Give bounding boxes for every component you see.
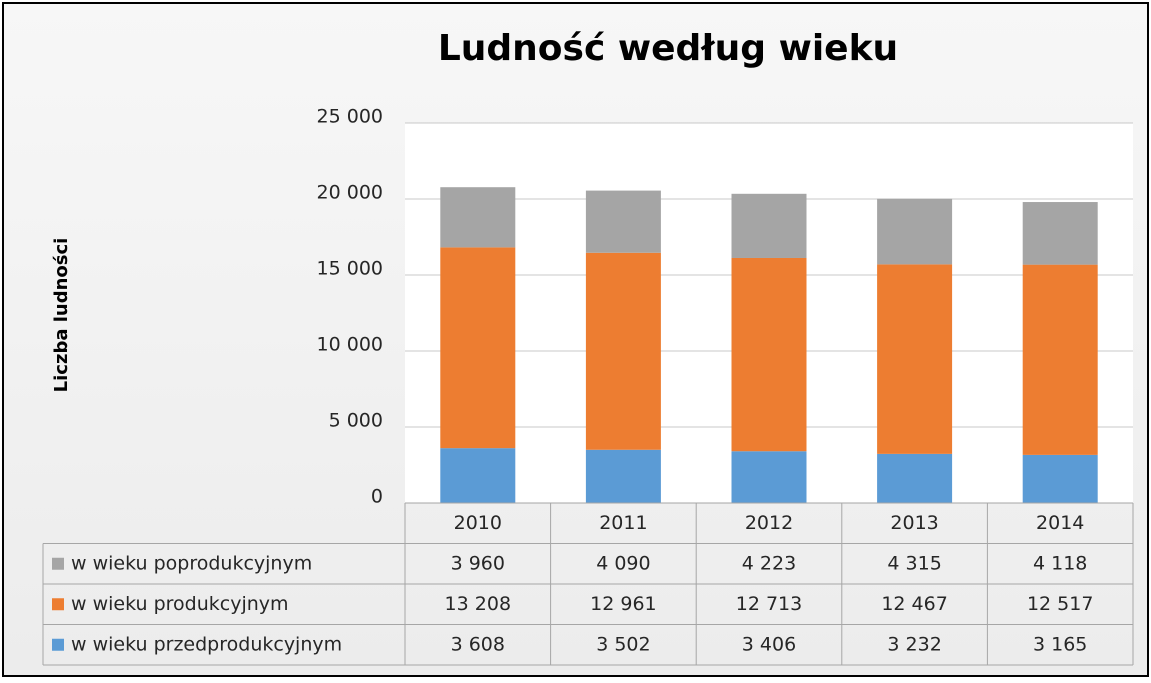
bar-segment <box>731 451 807 503</box>
table-value: 3 502 <box>596 633 650 655</box>
table-value: 3 165 <box>1033 633 1087 655</box>
table-value: 12 517 <box>1027 593 1093 615</box>
y-tick-label: 10 000 <box>317 334 383 356</box>
bar-segment <box>585 190 661 253</box>
table-value: 3 232 <box>887 633 941 655</box>
x-tick-label: 2014 <box>1036 512 1084 534</box>
bar-segment <box>585 449 661 503</box>
x-tick-label: 2011 <box>599 512 647 534</box>
table-value: 12 467 <box>881 593 947 615</box>
bar-segment <box>1022 264 1098 455</box>
bar-segment <box>877 453 953 503</box>
bar-segment <box>1022 454 1098 503</box>
bar-segment <box>440 247 516 449</box>
bar-segment <box>731 257 807 452</box>
bar-segment <box>877 198 953 265</box>
y-tick-label: 20 000 <box>317 182 383 204</box>
legend-label: w wieku poprodukcyjnym <box>71 552 312 574</box>
table-value: 4 118 <box>1033 552 1087 574</box>
y-tick-label: 15 000 <box>317 258 383 280</box>
bar-segment <box>440 187 516 248</box>
table-value: 3 608 <box>451 633 505 655</box>
table-value: 4 223 <box>742 552 796 574</box>
x-tick-label: 2012 <box>745 512 793 534</box>
table-value: 4 090 <box>596 552 650 574</box>
bar-segment <box>1022 202 1098 265</box>
y-tick-label: 5 000 <box>329 410 383 432</box>
bar-segment <box>731 193 807 258</box>
legend-label: w wieku przedprodukcyjnym <box>71 633 342 655</box>
y-axis-label: Liczba ludności <box>51 238 72 393</box>
table-value: 3 406 <box>742 633 796 655</box>
legend-swatch <box>52 557 64 570</box>
bar-segment <box>585 252 661 450</box>
table-value: 13 208 <box>445 593 511 615</box>
y-tick-label: 0 <box>371 486 383 508</box>
x-tick-label: 2010 <box>454 512 502 534</box>
y-tick-label: 25 000 <box>317 106 383 128</box>
bar-segment <box>440 448 516 503</box>
legend-swatch <box>52 598 64 611</box>
table-value: 12 713 <box>736 593 802 615</box>
legend-label: w wieku produkcyjnym <box>71 593 289 615</box>
table-value: 12 961 <box>590 593 656 615</box>
chart-title: Ludność według wieku <box>438 28 898 69</box>
table-value: 4 315 <box>887 552 941 574</box>
bar-segment <box>877 264 953 454</box>
table-value: 3 960 <box>451 552 505 574</box>
legend-swatch <box>52 638 64 651</box>
x-tick-label: 2013 <box>890 512 938 534</box>
